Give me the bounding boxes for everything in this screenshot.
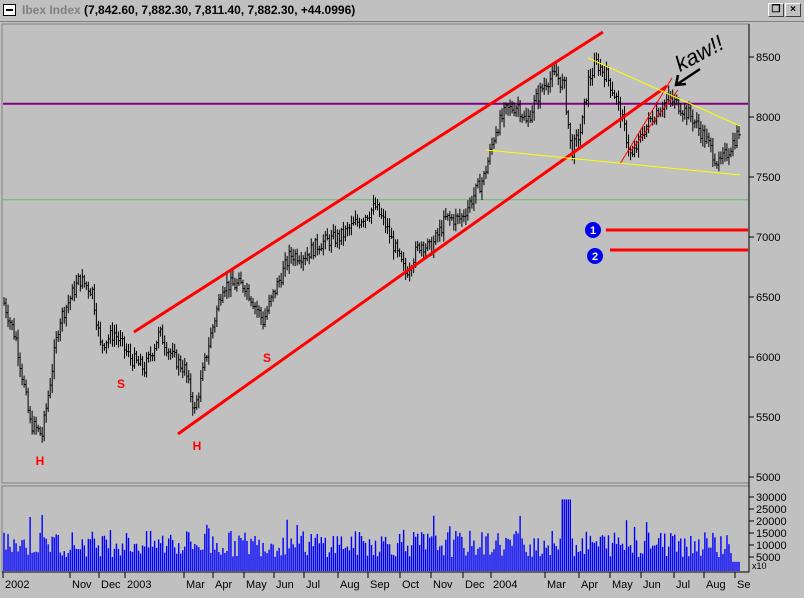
- date-tick-label: Jul: [676, 579, 690, 591]
- label-s-left: S: [117, 377, 125, 391]
- close-button[interactable]: ×: [785, 3, 801, 17]
- volume-multiplier: x10: [752, 561, 767, 571]
- date-tick-label: May: [612, 579, 633, 591]
- date-tick-label: Aug: [340, 579, 360, 591]
- label-s-right: S: [263, 351, 271, 365]
- date-tick-label: Sep: [370, 579, 390, 591]
- volume-tick-label: 10000: [756, 540, 787, 552]
- date-tick-label: Jun: [276, 579, 294, 591]
- target-label-2: 2: [592, 251, 598, 263]
- price-tick-label: 7500: [756, 172, 780, 184]
- price-tick-label: 6000: [756, 352, 780, 364]
- date-tick-label: Nov: [72, 579, 92, 591]
- target-marker-2: [587, 248, 603, 264]
- date-tick-label: 2002: [5, 579, 29, 591]
- price-tick-label: 8000: [756, 112, 780, 124]
- volume-tick-label: 5000: [756, 552, 780, 564]
- chart-area: 8500 8000 7500 7000 6500 6000 5500 5000 30000 25…: [0, 22, 804, 593]
- title-name: Ibex Index: [22, 3, 81, 17]
- date-tick-label: May: [246, 579, 267, 591]
- handwritten-arrow-head: [674, 74, 687, 87]
- date-tick-label: 2003: [127, 579, 151, 591]
- date-tick-label: 2004: [493, 579, 517, 591]
- date-tick-label: Aug: [706, 579, 726, 591]
- volume-tick-label: 20000: [756, 516, 787, 528]
- date-tick-label: Mar: [547, 579, 566, 591]
- wedge-upper-line: [587, 57, 741, 127]
- label-h-left: H: [36, 454, 45, 468]
- date-tick-label: Apr: [581, 579, 598, 591]
- wedge-lower-line: [485, 149, 741, 176]
- date-tick-label: Nov: [433, 579, 453, 591]
- window-titlebar: Ibex Index (7,842.60, 7,882.30, 7,811.40…: [0, 0, 804, 22]
- date-tick-label: Mar: [186, 579, 205, 591]
- date-tick-label: Oct: [402, 579, 419, 591]
- channel-upper-line: [133, 30, 604, 334]
- title-values: (7,842.60, 7,882.30, 7,811.40, 7,882.30,…: [80, 3, 356, 17]
- date-tick-label: Dec: [465, 579, 485, 591]
- date-tick-label: Jun: [643, 579, 661, 591]
- small-channel-right: [629, 89, 679, 153]
- restore-button[interactable]: ❐: [768, 3, 784, 17]
- target-marker-1: [585, 222, 601, 238]
- label-h-head: H: [193, 439, 202, 453]
- date-tick-label: Jul: [306, 579, 320, 591]
- price-tick-label: 5000: [756, 472, 780, 484]
- date-tick-label: Apr: [215, 579, 232, 591]
- window-title: Ibex Index (7,842.60, 7,882.30, 7,811.40…: [22, 3, 355, 17]
- small-channel-left: [619, 77, 673, 165]
- price-tick-label: 6500: [756, 292, 780, 304]
- date-tick-label: Dec: [101, 579, 121, 591]
- volume-tick-label: 25000: [756, 504, 787, 516]
- price-tick-label: 8500: [756, 52, 780, 64]
- price-tick-label: 5500: [756, 412, 780, 424]
- channel-lower-line: [177, 84, 668, 436]
- price-tick-label: 7000: [756, 232, 780, 244]
- price-panel-frame: [1, 23, 750, 484]
- handwritten-arrow: [675, 67, 701, 87]
- date-tick-label: Se: [737, 579, 750, 591]
- target-label-1: 1: [590, 225, 596, 237]
- volume-tick-label: 15000: [756, 528, 787, 540]
- volume-tick-label: 30000: [756, 492, 787, 504]
- system-menu-icon[interactable]: [3, 4, 16, 16]
